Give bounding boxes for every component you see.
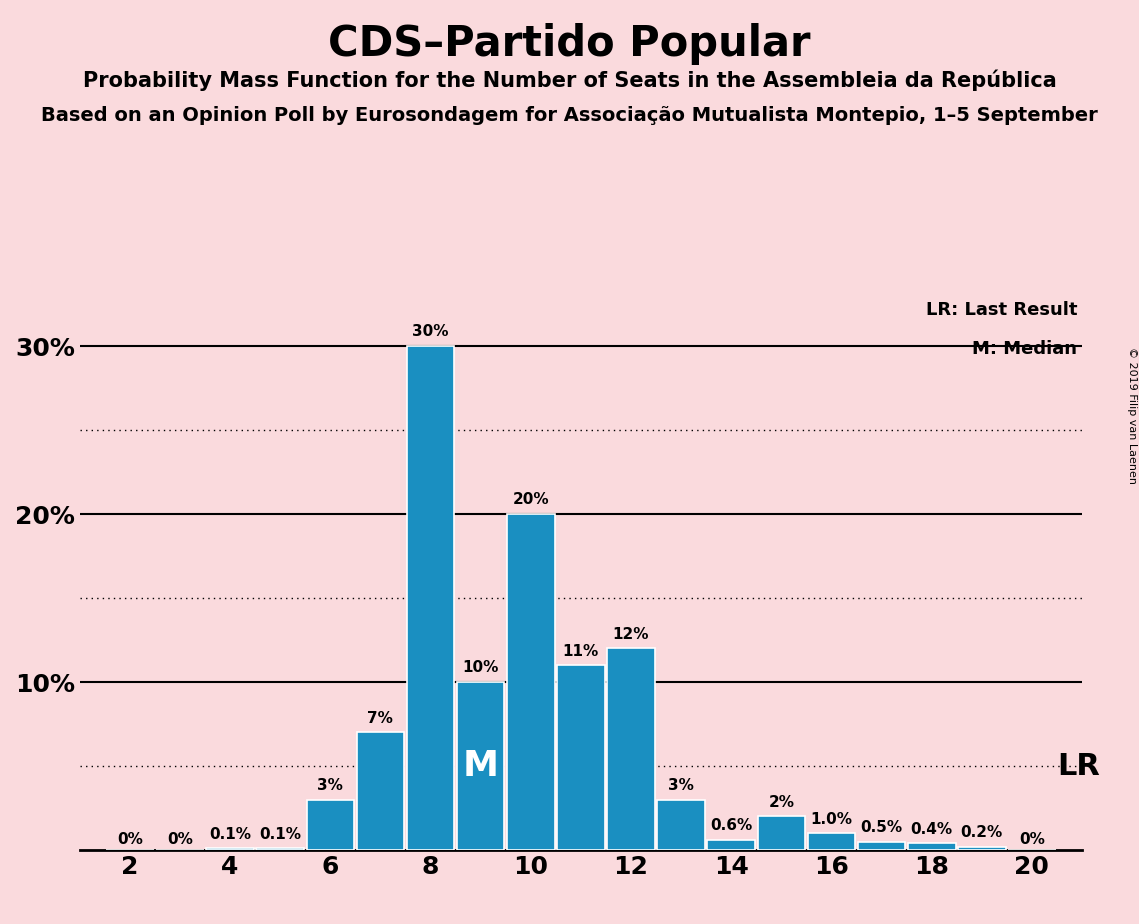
Text: 0.2%: 0.2% (960, 825, 1003, 840)
Bar (557, 665, 605, 850)
Text: M: Median: M: Median (972, 340, 1077, 358)
Bar (707, 840, 755, 850)
Text: 12%: 12% (613, 626, 649, 642)
Text: 3%: 3% (669, 778, 694, 793)
Text: 0%: 0% (167, 832, 192, 846)
Text: CDS–Partido Popular: CDS–Partido Popular (328, 23, 811, 65)
Text: Based on an Opinion Poll by Eurosondagem for Associação Mutualista Montepio, 1–5: Based on an Opinion Poll by Eurosondagem… (41, 106, 1098, 126)
Bar (908, 844, 956, 850)
Text: 10%: 10% (462, 661, 499, 675)
Text: 0%: 0% (117, 832, 142, 846)
Text: 2%: 2% (769, 795, 794, 809)
Bar (958, 846, 1006, 850)
Bar (757, 817, 805, 850)
Text: 0.5%: 0.5% (861, 820, 902, 835)
Text: 20%: 20% (513, 492, 549, 507)
Text: 0.1%: 0.1% (210, 827, 251, 842)
Bar (407, 346, 454, 850)
Text: Probability Mass Function for the Number of Seats in the Assembleia da República: Probability Mass Function for the Number… (83, 69, 1056, 91)
Bar (206, 848, 254, 850)
Text: 7%: 7% (368, 711, 393, 725)
Text: 0.6%: 0.6% (710, 819, 753, 833)
Text: 0.4%: 0.4% (911, 821, 952, 836)
Text: 3%: 3% (318, 778, 343, 793)
Text: © 2019 Filip van Laenen: © 2019 Filip van Laenen (1126, 347, 1137, 484)
Bar (607, 649, 655, 850)
Text: LR: Last Result: LR: Last Result (926, 301, 1077, 319)
Bar (256, 848, 304, 850)
Text: LR: LR (1057, 751, 1100, 781)
Text: M: M (462, 749, 499, 783)
Text: 11%: 11% (563, 643, 599, 659)
Text: 0%: 0% (1019, 832, 1044, 846)
Text: 0.1%: 0.1% (260, 827, 301, 842)
Bar (808, 833, 855, 850)
Bar (507, 514, 555, 850)
Text: 1.0%: 1.0% (811, 811, 852, 827)
Bar (858, 842, 906, 850)
Bar (457, 682, 505, 850)
Bar (357, 733, 404, 850)
Bar (306, 799, 354, 850)
Text: 30%: 30% (412, 324, 449, 339)
Bar (657, 799, 705, 850)
